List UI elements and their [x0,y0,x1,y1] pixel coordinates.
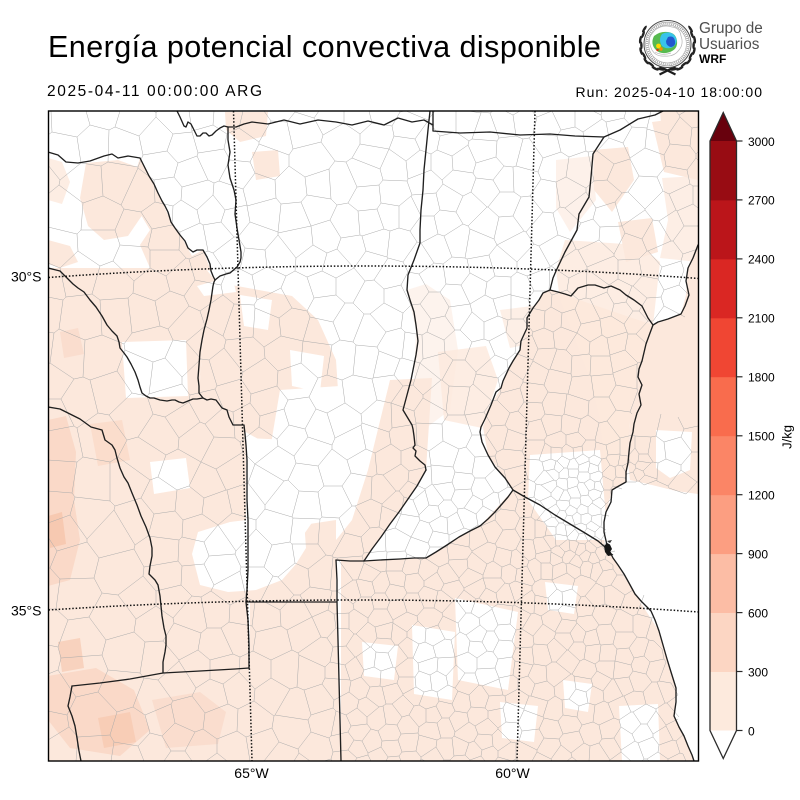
svg-text:900: 900 [748,547,768,561]
svg-text:30°S: 30°S [11,269,42,285]
svg-text:2100: 2100 [748,312,775,326]
svg-text:1200: 1200 [748,489,775,503]
svg-text:2700: 2700 [748,194,775,208]
svg-text:2400: 2400 [748,253,775,267]
svg-text:60°W: 60°W [495,765,530,781]
svg-text:1500: 1500 [748,430,775,444]
svg-text:65°W: 65°W [234,765,269,781]
svg-text:35°S: 35°S [11,603,42,619]
svg-text:1800: 1800 [748,371,775,385]
svg-text:300: 300 [748,665,768,679]
svg-text:3000: 3000 [748,135,775,149]
svg-text:J/kg: J/kg [780,425,795,449]
svg-text:600: 600 [748,606,768,620]
svg-text:0: 0 [748,724,755,738]
